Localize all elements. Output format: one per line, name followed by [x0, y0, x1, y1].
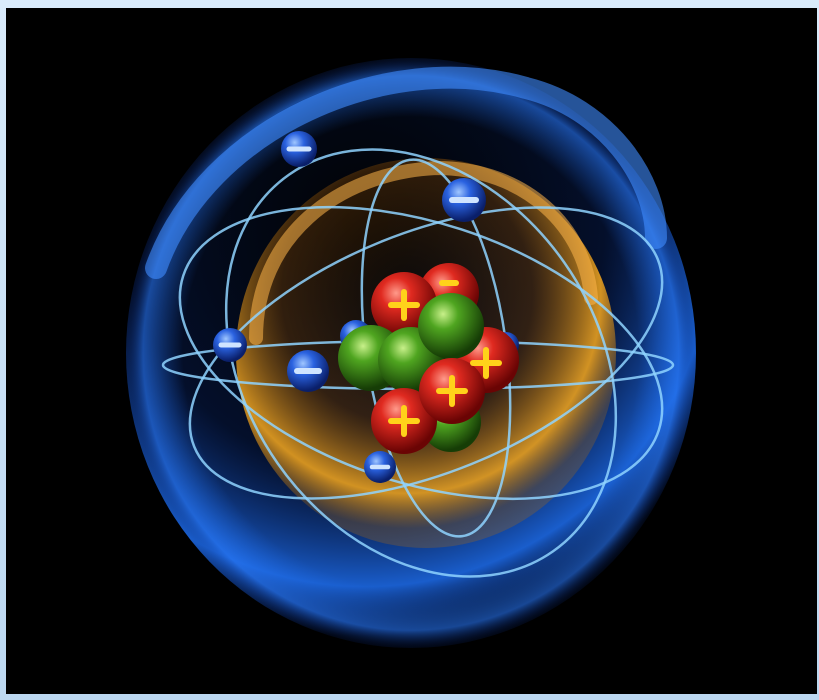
electron [281, 131, 317, 167]
atom-illustration [126, 58, 696, 648]
electron [213, 328, 247, 362]
plus-sign-icons [388, 280, 502, 437]
plus-sign-icon [388, 289, 420, 321]
atom-image [6, 8, 817, 694]
electron [364, 451, 396, 483]
orbit-tilted-2 [188, 206, 664, 500]
electrons [213, 131, 486, 483]
plus-sign-icon [388, 405, 420, 437]
electron [287, 350, 329, 392]
orbit-tilted-3 [224, 148, 618, 578]
plus-sign-icon [436, 375, 468, 407]
neutron [418, 293, 484, 359]
plus-sign-icon [470, 347, 502, 379]
electron [442, 178, 486, 222]
